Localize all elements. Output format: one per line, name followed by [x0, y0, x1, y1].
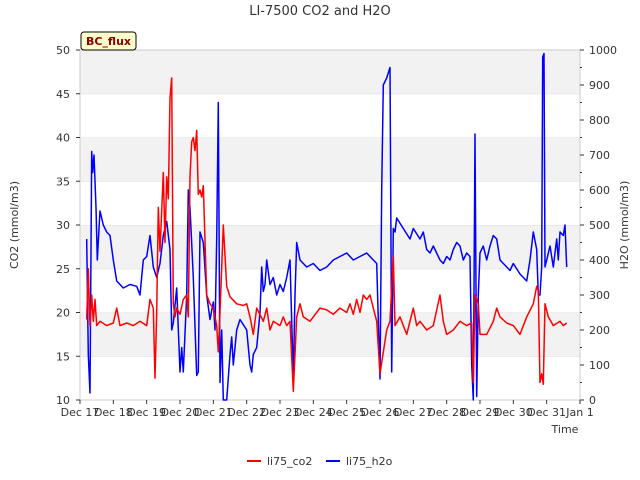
grid-band	[80, 312, 580, 357]
grid-band	[80, 356, 580, 400]
x-tick-label: Dec 30	[494, 406, 533, 419]
y-left-tick-label: 50	[56, 44, 70, 57]
grid-band	[80, 181, 580, 225]
y-left-tick-label: 10	[56, 394, 70, 407]
x-axis-title: Time	[551, 423, 579, 436]
x-tick-label: Dec 28	[427, 406, 466, 419]
x-tick-label: Dec 23	[261, 406, 300, 419]
x-tick-label: Dec 31	[527, 406, 566, 419]
series-line-li75_co2	[85, 77, 568, 393]
badge-label: BC_flux	[86, 35, 131, 48]
badge-box	[80, 31, 137, 51]
grid-band	[80, 93, 580, 138]
y-axis-right-title: H2O (mmol/m3)	[618, 181, 631, 270]
x-tick-label: Dec 21	[194, 406, 233, 419]
grid-band	[80, 50, 580, 94]
y-left-tick-label: 40	[56, 132, 70, 145]
y-left-tick-label: 25	[56, 263, 70, 276]
grid-bands	[80, 49, 580, 400]
y-right-tick-label: 100	[589, 359, 610, 372]
x-tick-label: Dec 25	[327, 406, 366, 419]
x-tick-label: Dec 18	[94, 406, 133, 419]
x-tick-label: Dec 19	[127, 406, 166, 419]
y-right-tick-label: 900	[589, 79, 610, 92]
y-left-tick-label: 35	[56, 175, 70, 188]
grid-band	[80, 268, 580, 313]
y-right-tick-label: 200	[589, 324, 610, 337]
legend: li75_co2 li75_h2o	[247, 455, 393, 468]
x-tick-label: Jan 1	[565, 406, 593, 419]
y-left-tick-label: 15	[56, 350, 70, 363]
y-right-tick-label: 400	[589, 254, 610, 267]
y-right-tick-label: 0	[589, 394, 596, 407]
x-tick-label: Dec 26	[361, 406, 400, 419]
chart-title: LI-7500 CO2 and H2O	[249, 4, 391, 19]
series-line-li75_h2o	[85, 52, 568, 401]
y-right-tick-label: 500	[589, 219, 610, 232]
y-right-tick-label: 700	[589, 149, 610, 162]
grid-band	[80, 137, 580, 182]
x-tick-label: Dec 20	[161, 406, 200, 419]
y-right-tick-label: 600	[589, 184, 610, 197]
x-tick-label: Dec 27	[394, 406, 433, 419]
y-left-tick-label: 30	[56, 219, 70, 232]
x-tick-label: Dec 22	[227, 406, 266, 419]
series-layer	[85, 52, 568, 401]
x-tick-label: Dec 29	[461, 406, 500, 419]
legend-h2o-label: li75_h2o	[346, 455, 393, 468]
y-left-tick-label: 20	[56, 307, 70, 320]
y-right-tick-label: 1000	[589, 44, 617, 57]
x-tick-label: Dec 17	[61, 406, 100, 419]
legend-co2-label: li75_co2	[267, 455, 312, 468]
y-right-tick-label: 300	[589, 289, 610, 302]
grid-band	[80, 225, 580, 269]
y-right-tick-label: 800	[589, 114, 610, 127]
y-left-tick-label: 45	[56, 88, 70, 101]
y-axis-left-title: CO2 (mmol/m3)	[8, 181, 21, 269]
x-tick-label: Dec 24	[294, 406, 333, 419]
badge: BC_flux	[80, 31, 137, 51]
